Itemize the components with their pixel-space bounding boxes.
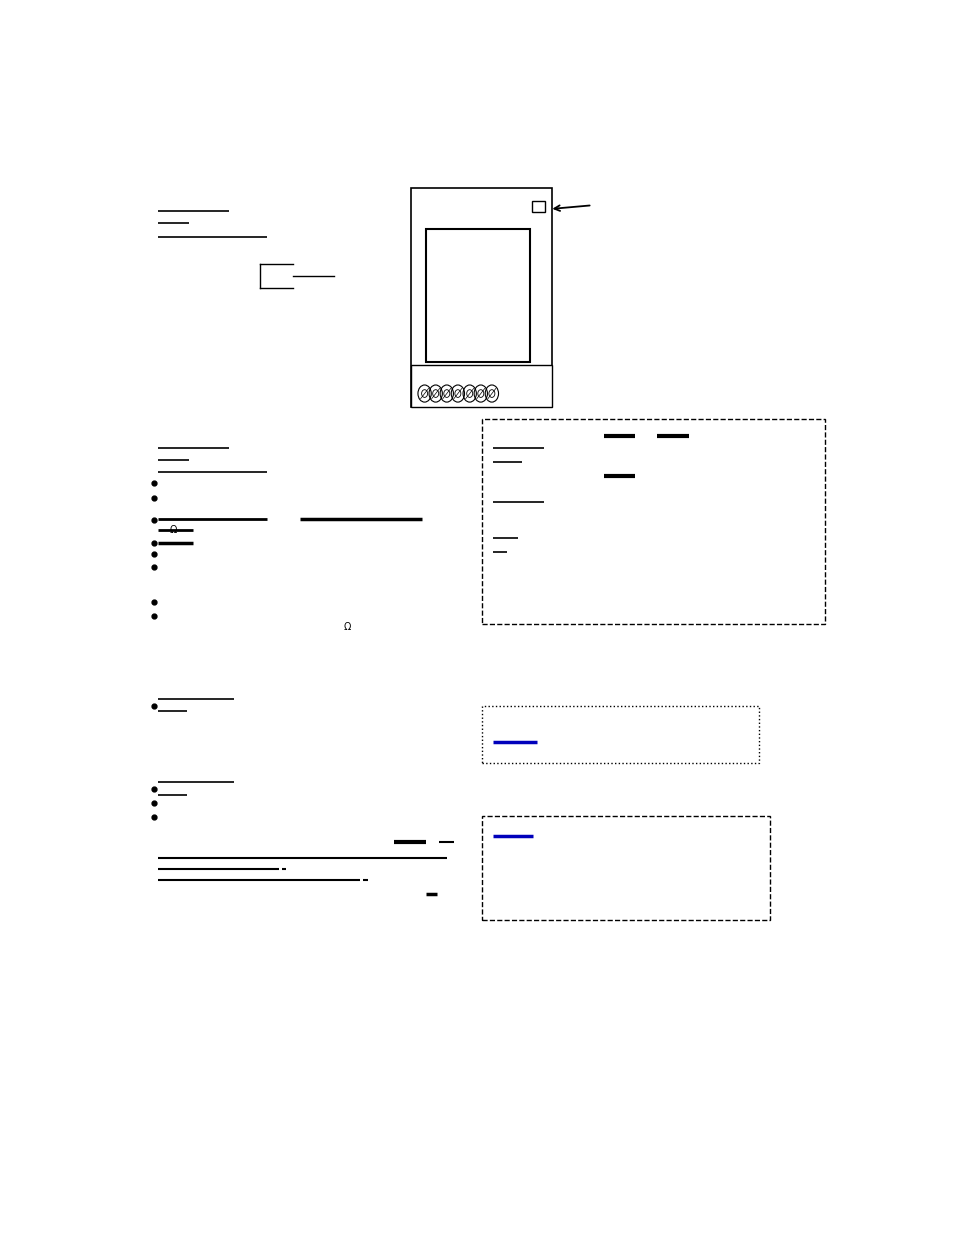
Bar (481, 816, 769, 920)
Bar (411, 366, 551, 406)
Bar (426, 228, 529, 362)
Bar (411, 188, 551, 406)
Bar (531, 201, 544, 212)
Text: Ω: Ω (170, 525, 176, 536)
Bar (481, 706, 758, 763)
Text: Ω: Ω (343, 622, 351, 632)
Bar (481, 419, 824, 624)
